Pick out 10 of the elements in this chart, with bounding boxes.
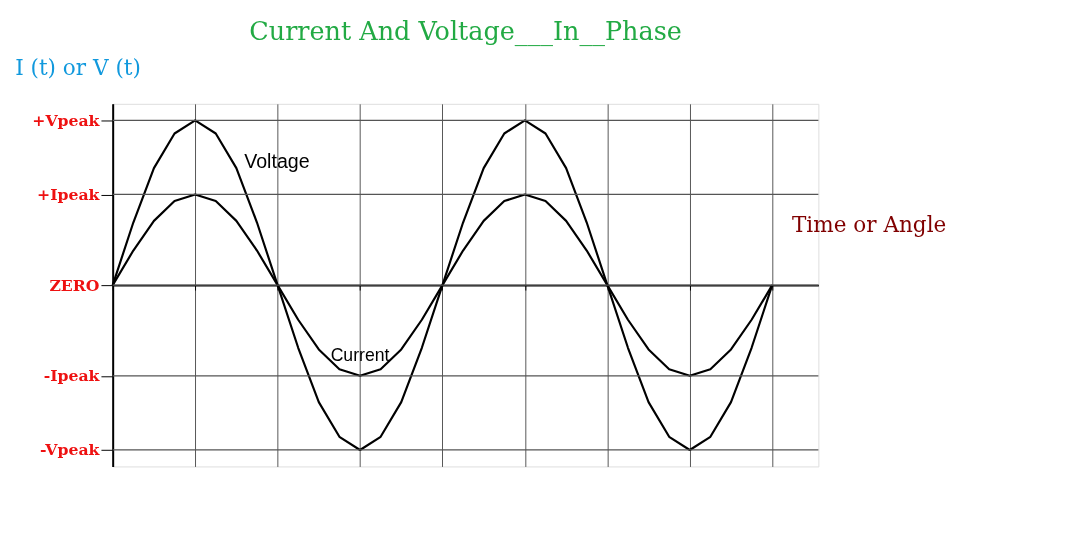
- series-label: Voltage: [244, 150, 310, 173]
- x-axis-title: Time or Angle: [791, 211, 947, 237]
- ref-line-label: -Ipeak: [43, 366, 101, 386]
- series-label: Current: [330, 345, 390, 366]
- ref-line-label: +Vpeak: [32, 110, 101, 130]
- ref-line-label: ZERO: [49, 275, 100, 295]
- ref-line-label: -Vpeak: [40, 440, 101, 460]
- ref-line-label: +Ipeak: [37, 184, 101, 204]
- y-axis-title: I (t) or V (t): [15, 54, 141, 80]
- chart-title: Current And Voltage___In__Phase: [249, 16, 682, 48]
